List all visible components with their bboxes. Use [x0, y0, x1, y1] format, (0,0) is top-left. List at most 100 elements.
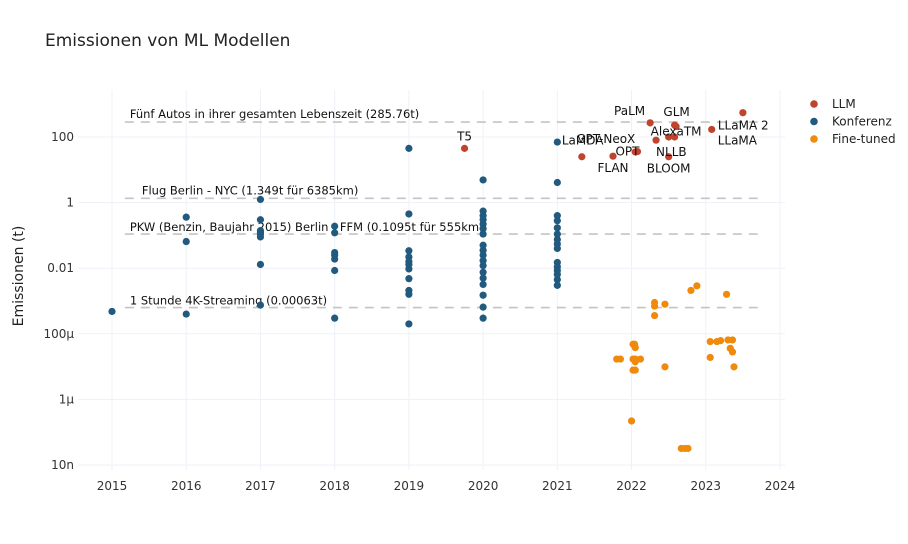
data-point[interactable] — [331, 314, 339, 322]
point-label: NLLB — [656, 145, 687, 159]
data-point[interactable] — [730, 363, 738, 371]
data-point[interactable] — [665, 153, 673, 161]
data-point[interactable] — [256, 301, 265, 309]
data-point[interactable] — [479, 291, 487, 299]
point-label: AlexaTM — [651, 124, 702, 138]
data-point[interactable] — [553, 138, 561, 146]
data-point[interactable] — [631, 366, 639, 374]
data-point[interactable] — [405, 144, 413, 152]
legend[interactable]: LLM Konferenz Fine-tuned — [810, 97, 896, 146]
data-point[interactable] — [479, 230, 487, 238]
point-label: LLaMA 2 — [718, 119, 769, 133]
legend-item-fine-tuned[interactable]: Fine-tuned — [810, 132, 896, 146]
legend-marker — [810, 117, 818, 126]
data-point[interactable] — [652, 136, 660, 144]
data-point[interactable] — [256, 233, 265, 241]
data-point[interactable] — [693, 282, 701, 290]
reference-line-label: Fünf Autos in ihrer gesamten Lebenszeit … — [130, 107, 419, 121]
data-point[interactable] — [722, 290, 731, 298]
data-point[interactable] — [609, 152, 617, 160]
x-axis-ticks: 2015 2016 2017 2018 2019 2020 2021 2022 2023 2024 — [97, 479, 796, 493]
data-point[interactable] — [331, 222, 339, 230]
data-point[interactable] — [182, 310, 190, 318]
data-point[interactable] — [616, 355, 625, 363]
data-point[interactable] — [331, 229, 339, 237]
data-point[interactable] — [650, 311, 659, 320]
data-point[interactable] — [631, 343, 639, 352]
data-point[interactable] — [331, 255, 339, 263]
data-point[interactable] — [633, 147, 642, 156]
data-point[interactable] — [553, 212, 561, 220]
data-point[interactable] — [479, 176, 487, 184]
data-point[interactable] — [728, 348, 737, 356]
data-point[interactable] — [479, 262, 487, 270]
data-point[interactable] — [627, 417, 636, 425]
legend-item-konferenz[interactable]: Konferenz — [810, 115, 892, 129]
data-point[interactable] — [553, 178, 561, 187]
data-point[interactable] — [706, 353, 714, 362]
data-point[interactable] — [671, 133, 679, 141]
data-point[interactable] — [460, 144, 469, 152]
point-label: LaMDA — [562, 134, 604, 148]
point-label: T5 — [456, 129, 472, 143]
data-point[interactable] — [553, 230, 561, 238]
data-point[interactable] — [553, 244, 561, 253]
data-point[interactable] — [479, 303, 487, 311]
data-point[interactable] — [331, 266, 339, 275]
data-point[interactable] — [256, 195, 265, 204]
series-fine-tuned — [613, 282, 738, 453]
data-point[interactable] — [479, 241, 487, 249]
x-tick-label: 2017 — [245, 479, 276, 493]
data-point[interactable] — [405, 320, 413, 328]
x-tick-label: 2016 — [171, 479, 202, 493]
data-point[interactable] — [405, 210, 413, 218]
data-point[interactable] — [636, 355, 645, 363]
y-tick-label: 0.01 — [47, 261, 74, 275]
data-point[interactable] — [405, 247, 413, 255]
data-point[interactable] — [108, 307, 116, 316]
data-point[interactable] — [631, 355, 639, 363]
data-point[interactable] — [661, 300, 669, 308]
data-point[interactable] — [650, 302, 659, 310]
data-point[interactable] — [553, 270, 561, 278]
data-point[interactable] — [739, 109, 747, 117]
data-point[interactable] — [479, 268, 487, 276]
reference-line-label: 1 Stunde 4K-Streaming (0.00063t) — [130, 294, 327, 308]
data-point[interactable] — [578, 153, 586, 161]
data-point[interactable] — [553, 275, 561, 284]
data-point[interactable] — [256, 260, 265, 269]
point-label: GPT-NeoX — [576, 132, 635, 146]
data-point[interactable] — [405, 265, 413, 273]
data-point[interactable] — [706, 337, 714, 346]
data-point[interactable] — [182, 237, 190, 246]
data-point[interactable] — [553, 224, 561, 232]
data-point[interactable] — [405, 275, 413, 283]
data-point[interactable] — [479, 274, 487, 282]
data-point[interactable] — [479, 314, 487, 322]
data-point[interactable] — [672, 122, 680, 131]
y-tick-label: 10n — [51, 458, 74, 472]
legend-item-llm[interactable]: LLM — [810, 97, 856, 111]
data-point[interactable] — [479, 280, 487, 289]
data-point[interactable] — [646, 119, 654, 127]
data-point[interactable] — [708, 125, 716, 134]
data-point[interactable] — [684, 444, 692, 453]
data-point[interactable] — [553, 281, 561, 289]
data-point[interactable] — [553, 217, 561, 225]
data-point[interactable] — [717, 337, 725, 345]
data-point[interactable] — [405, 290, 413, 298]
series — [108, 109, 747, 453]
data-point[interactable] — [687, 286, 695, 295]
data-point[interactable] — [728, 336, 737, 344]
data-point[interactable] — [182, 213, 190, 221]
data-point[interactable] — [479, 257, 487, 265]
data-point[interactable] — [479, 225, 487, 233]
data-point[interactable] — [665, 133, 673, 141]
point-label: FLAN — [597, 161, 628, 175]
data-point[interactable] — [661, 363, 669, 371]
data-point[interactable] — [256, 216, 265, 224]
data-point[interactable] — [479, 251, 487, 259]
